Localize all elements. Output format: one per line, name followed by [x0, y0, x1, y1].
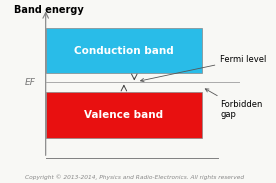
Text: Band energy: Band energy: [14, 5, 84, 15]
Text: EF: EF: [24, 78, 35, 87]
Text: Copyright © 2013-2014, Physics and Radio-Electronics. All rights reserved: Copyright © 2013-2014, Physics and Radio…: [25, 174, 244, 180]
Text: Conduction band: Conduction band: [74, 46, 174, 56]
Bar: [46, 92, 202, 138]
Text: Fermi level: Fermi level: [140, 55, 267, 82]
Bar: [46, 28, 202, 74]
Text: Valence band: Valence band: [84, 110, 163, 120]
Text: Forbidden
gap: Forbidden gap: [205, 89, 263, 119]
